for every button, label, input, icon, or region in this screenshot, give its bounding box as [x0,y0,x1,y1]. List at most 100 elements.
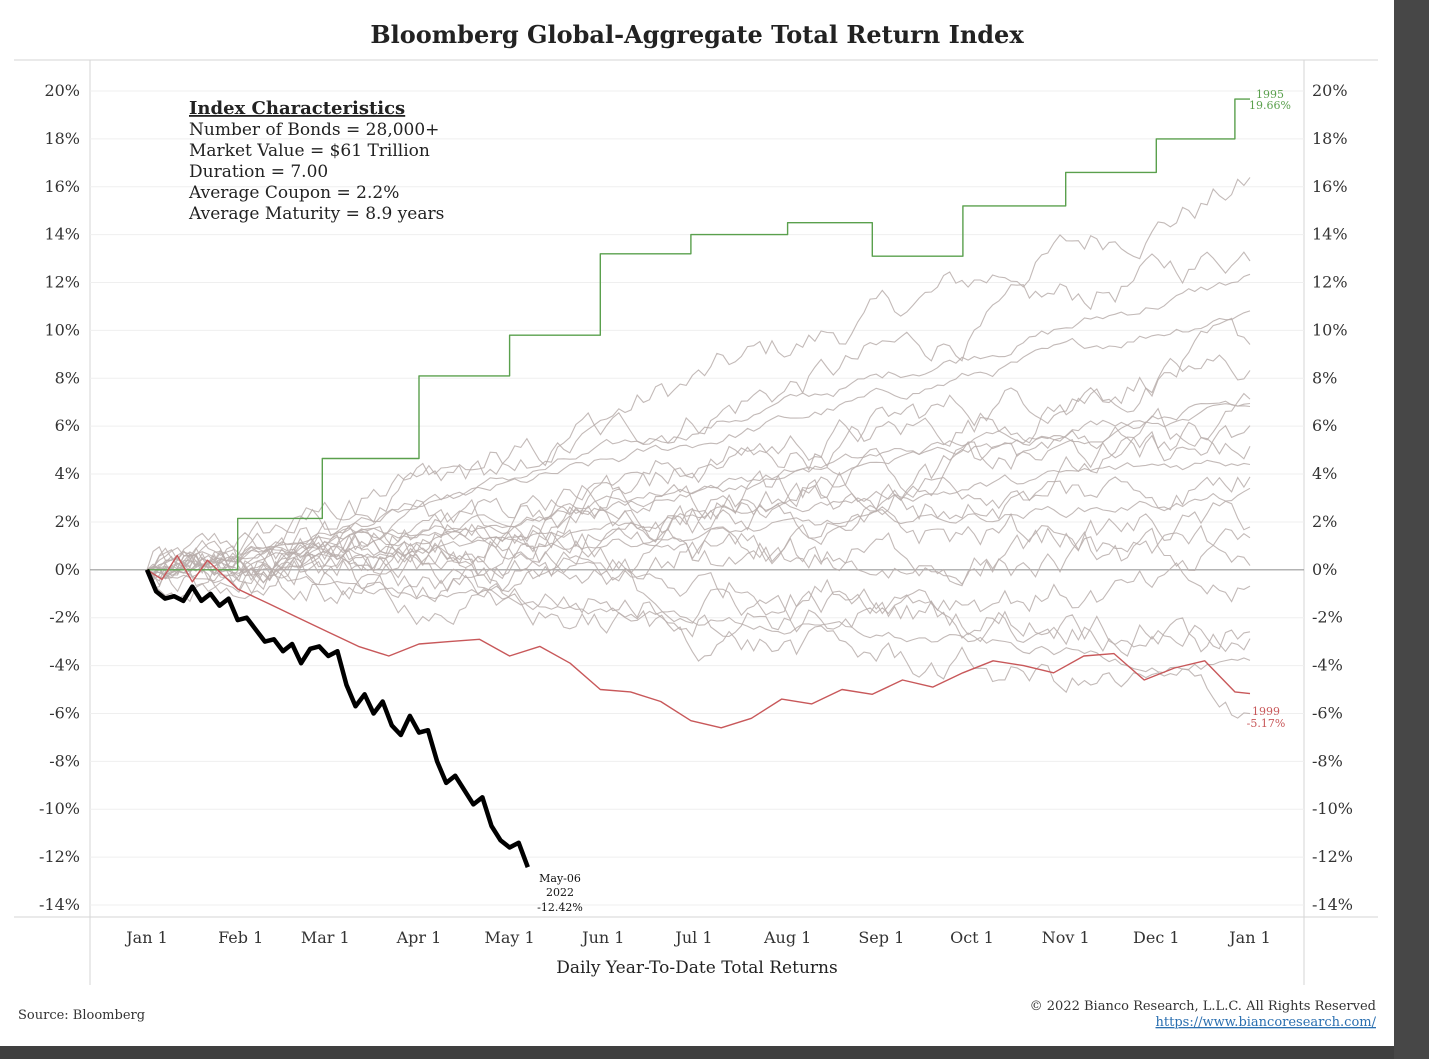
box-line-bonds: Number of Bonds = 28,000+ [189,120,439,140]
y-tick-label-left: 20% [44,81,80,100]
y-tick-label-right: -2% [1312,608,1343,627]
y-tick-label-right: -14% [1312,895,1353,914]
y-tick-label-left: 2% [55,512,80,531]
x-tick-label: Jun 1 [580,928,624,947]
series-line-1995 [147,98,1250,571]
gray-year-path [146,403,1251,575]
y-tick-label-right: -8% [1312,751,1343,770]
x-tick-label: Jul 1 [673,928,712,947]
series-line-2022 [144,568,530,868]
y-tick-label-right: 16% [1312,177,1348,196]
y-tick-label-left: -14% [39,895,80,914]
gray-year-path [146,527,1251,587]
gray-year-path [146,551,1251,653]
x-tick-label: Feb 1 [218,928,263,947]
box-line-duration: Duration = 7.00 [189,162,328,182]
gray-year-path [146,500,1251,585]
gray-year-path [146,546,1251,719]
gray-year-path [146,476,1251,580]
label-2022: May-06 2022 -12.42% [537,872,583,914]
gray-year-path [146,487,1251,579]
y-tick-label-right: -12% [1312,847,1353,866]
x-axis-label: Daily Year-To-Date Total Returns [556,958,837,978]
label-2022-date: May-06 [539,872,581,885]
gray-year-path [146,177,1251,571]
x-tick-label: Oct 1 [950,928,994,947]
y-tick-label-right: 10% [1312,320,1348,339]
gray-year-path [146,354,1251,582]
label-2022-year: 2022 [546,886,574,899]
y-tick-label-left: 14% [44,225,80,244]
gray-year-path [146,421,1251,585]
gray-year-path [146,560,1251,657]
highlighted-series [144,98,1251,868]
y-tick-label-left: -8% [49,751,80,770]
y-tick-label-left: 0% [55,560,80,579]
y-tick-label-left: 6% [55,416,80,435]
gray-year-path [146,565,1251,674]
y-tick-label-left: -6% [49,703,80,722]
gray-year-path [146,546,1251,616]
y-tick-label-right: 4% [1312,464,1337,483]
y-tick-label-right: 6% [1312,416,1337,435]
bottom-strip [0,1046,1394,1059]
source-text: Source: Bloomberg [18,1008,145,1023]
y-tick-label-left: -4% [49,656,80,675]
y-tick-label-right: 2% [1312,512,1337,531]
x-tick-label: May 1 [485,928,535,947]
index-characteristics-box: Index Characteristics Number of Bonds = … [188,98,444,224]
y-tick-label-left: 18% [44,129,80,148]
chart-svg: Bloomberg Global-Aggregate Total Return … [14,20,1378,1030]
y-tick-label-left: -2% [49,608,80,627]
website-link[interactable]: https://www.biancoresearch.com/ [1156,1015,1377,1030]
background-year-paths [146,177,1251,719]
y-tick-label-left: 4% [55,464,80,483]
gray-year-path [146,310,1251,571]
box-line-market-value: Market Value = $61 Trillion [189,141,430,161]
x-tick-label: Dec 1 [1133,928,1180,947]
y-tick-label-right: 0% [1312,560,1337,579]
plot-frame [14,59,1378,985]
box-line-coupon: Average Coupon = 2.2% [188,183,399,203]
gray-year-path [146,521,1251,586]
label-2022-value: -12.42% [537,901,583,914]
right-edge [1394,0,1429,1059]
label-1995-value: 19.66% [1249,99,1291,112]
y-tick-label-right: 18% [1312,129,1348,148]
y-tick-label-right: 20% [1312,81,1348,100]
label-1999: 1999 -5.17% [1247,705,1286,730]
series-line-1999 [146,554,1251,729]
gridlines [90,90,1304,906]
y-tick-label-left: -12% [39,847,80,866]
y-tick-label-left: 8% [55,368,80,387]
y-tick-label-right: -6% [1312,703,1343,722]
gray-year-path [146,392,1251,603]
y-tick-label-right: -10% [1312,799,1353,818]
x-tick-label: Jan 1 [124,928,168,947]
label-1995: 1995 19.66% [1249,88,1291,112]
y-tick-label-left: -10% [39,799,80,818]
chart-title: Bloomberg Global-Aggregate Total Return … [370,20,1024,49]
y-axis-right: 20% 18% 16% 14% 12% 10% 8% 6% 4% 2% 0% -2% -4% -6% -8%… [1312,81,1353,914]
y-tick-label-right: -4% [1312,656,1343,675]
box-title: Index Characteristics [189,98,405,119]
y-tick-label-right: 8% [1312,368,1337,387]
y-tick-label-right: 12% [1312,273,1348,292]
chart-frame [0,0,1394,1046]
label-1999-year: 1999 [1252,705,1280,718]
box-line-maturity: Average Maturity = 8.9 years [188,204,444,224]
x-axis: Jan 1 Feb 1 Mar 1 Apr 1 May 1 Jun 1 Jul 1 Aug 1… [124,928,1271,947]
y-tick-label-right: 14% [1312,225,1348,244]
x-tick-label: Jan 1 [1227,928,1271,947]
y-axis-left: 20% 18% 16% 14% 12% 10% 8% 6% 4% 2% 0% -2% -4% -6% -8%… [39,81,80,914]
x-tick-label: Apr 1 [396,928,442,947]
gray-year-path [146,251,1251,576]
label-1995-year: 1995 [1256,88,1284,101]
y-tick-label-left: 16% [44,177,80,196]
x-tick-label: Mar 1 [301,928,350,947]
x-tick-label: Sep 1 [858,928,904,947]
label-1999-value: -5.17% [1247,717,1286,730]
y-tick-label-left: 12% [44,273,80,292]
x-tick-label: Aug 1 [763,928,811,947]
x-tick-label: Nov 1 [1042,928,1090,947]
